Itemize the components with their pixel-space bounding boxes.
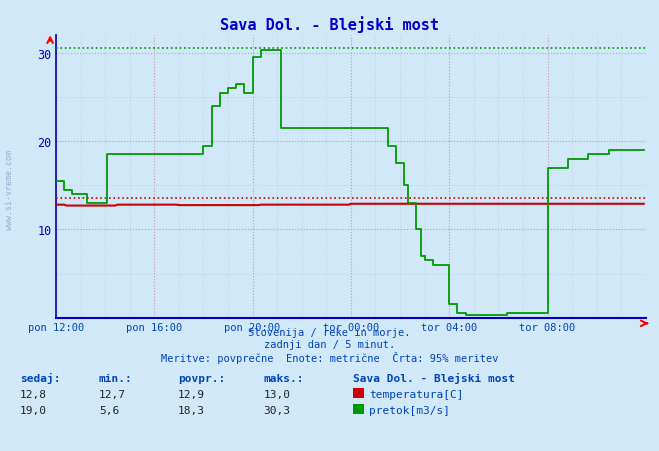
Text: zadnji dan / 5 minut.: zadnji dan / 5 minut. <box>264 339 395 349</box>
Text: 12,9: 12,9 <box>178 389 205 399</box>
Text: 12,8: 12,8 <box>20 389 47 399</box>
Text: povpr.:: povpr.: <box>178 373 225 383</box>
Text: 13,0: 13,0 <box>264 389 291 399</box>
Text: Sava Dol. - Blejski most: Sava Dol. - Blejski most <box>220 16 439 32</box>
Text: www.si-vreme.com: www.si-vreme.com <box>5 150 14 229</box>
Text: min.:: min.: <box>99 373 132 383</box>
Text: Sava Dol. - Blejski most: Sava Dol. - Blejski most <box>353 372 515 383</box>
Text: 5,6: 5,6 <box>99 405 119 414</box>
Text: 19,0: 19,0 <box>20 405 47 414</box>
Text: pretok[m3/s]: pretok[m3/s] <box>369 405 450 414</box>
Text: 18,3: 18,3 <box>178 405 205 414</box>
Text: maks.:: maks.: <box>264 373 304 383</box>
Text: Slovenija / reke in morje.: Slovenija / reke in morje. <box>248 327 411 337</box>
Text: 12,7: 12,7 <box>99 389 126 399</box>
Text: 30,3: 30,3 <box>264 405 291 414</box>
Text: Meritve: povprečne  Enote: metrične  Črta: 95% meritev: Meritve: povprečne Enote: metrične Črta:… <box>161 351 498 364</box>
Text: temperatura[C]: temperatura[C] <box>369 389 463 399</box>
Text: sedaj:: sedaj: <box>20 372 60 383</box>
